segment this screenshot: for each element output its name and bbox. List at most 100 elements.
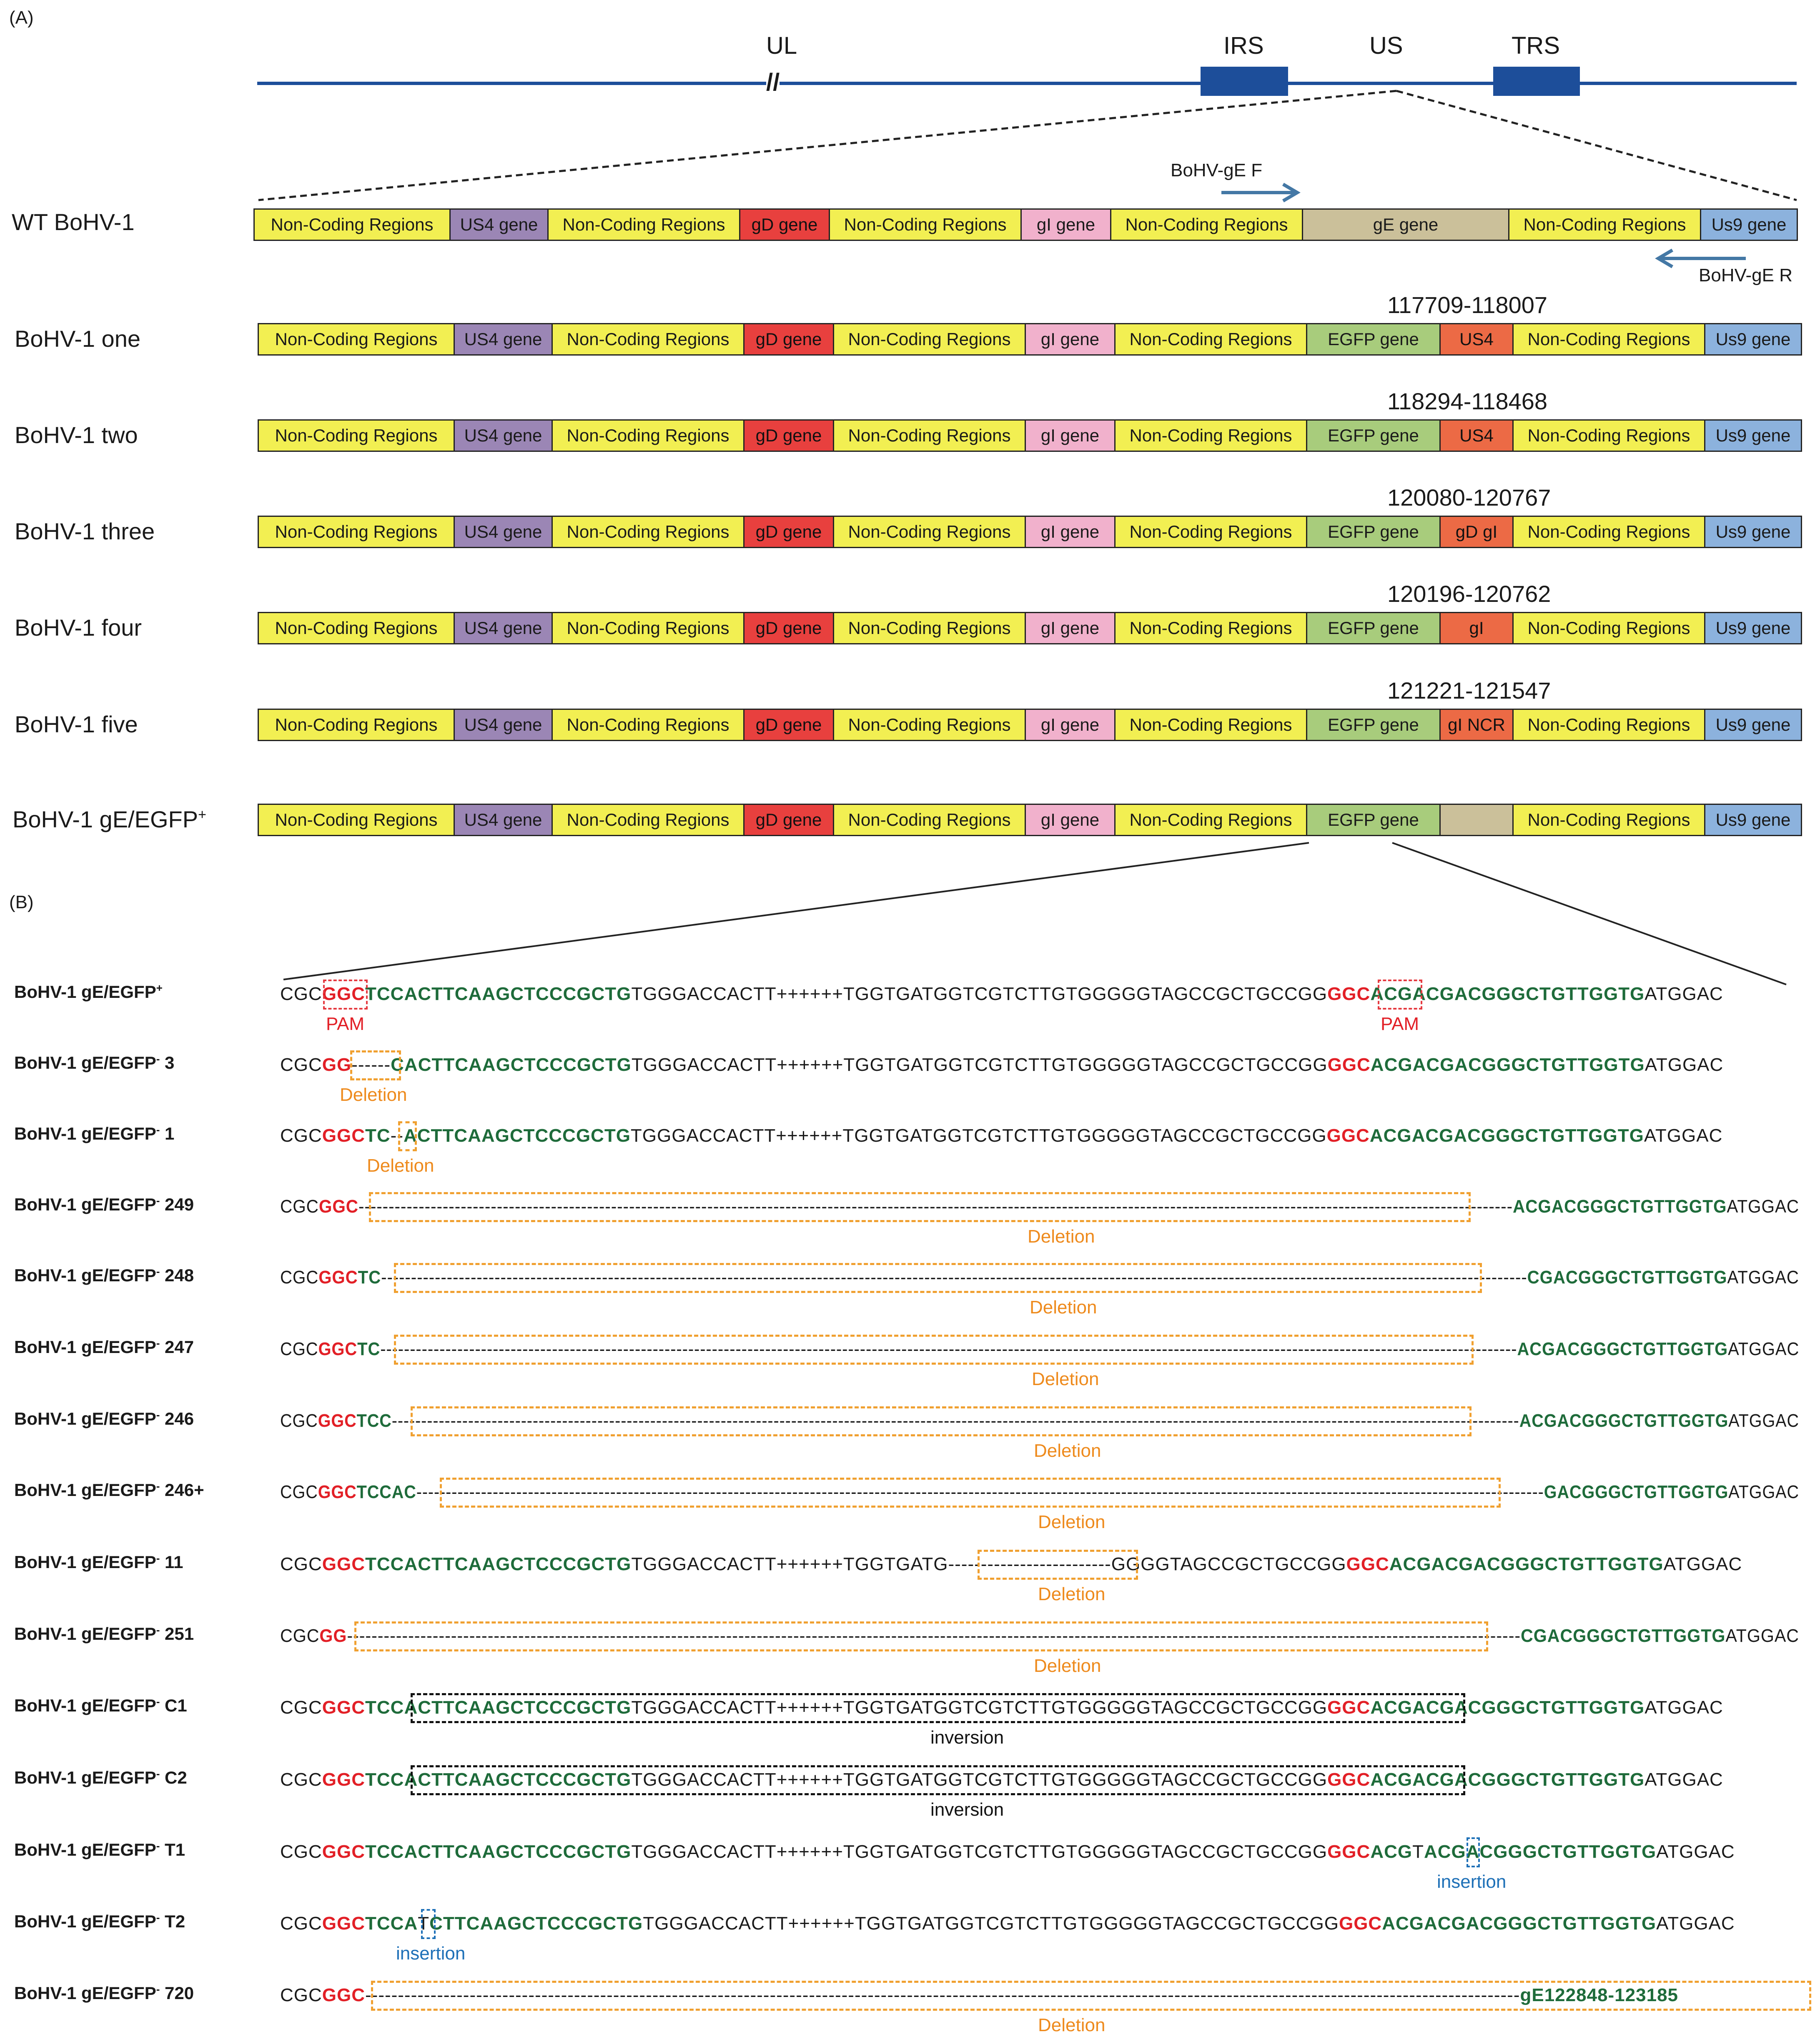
sequence-line: CGCGGCTCCATCTTCAAGCTCCCGCTGTGGGACCACTT++…: [280, 1913, 1735, 1934]
map-coordinates: 120080-120767: [1387, 484, 1551, 511]
pam-site: GGC: [1327, 1769, 1371, 1790]
gene-map-row: Non-Coding Regions US4 gene Non-Coding Reg…: [258, 419, 1802, 452]
pam-site: GGC: [1327, 984, 1371, 1004]
irs-label: IRS: [1223, 32, 1264, 59]
segment-egfp: EGFP gene: [1306, 612, 1439, 644]
sequence-label-id: 246+: [160, 1480, 204, 1500]
segment-gi: gI gene: [1025, 709, 1114, 741]
segment-ncr: Non-Coding Regions: [1512, 709, 1704, 741]
map-label: BoHV-1 gE/EGFP+: [13, 806, 206, 833]
sgrna-target: TCCA: [365, 1913, 418, 1934]
pam-site: GGC: [1326, 1125, 1370, 1146]
map-label: BoHV-1 three: [15, 518, 155, 545]
sequence-label-name: BoHV-1 gE/EGFP: [14, 1552, 156, 1572]
sequence-segment: CGC: [280, 1055, 322, 1075]
sequence-line: CGCGG------CACTTCAAGCTCCCGCTGTGGGACCACTT…: [280, 1055, 1723, 1075]
pam-site: GGC: [318, 1411, 357, 1431]
sequence-line: CGCGGCTC--ACTTCAAGCTCCCGCTGTGGGACCACTT++…: [280, 1125, 1722, 1146]
sgrna-target: ACGACGACGGGCTGTTGGTG: [1370, 984, 1645, 1004]
sequence-label-name: BoHV-1 gE/EGFP: [14, 1337, 156, 1357]
map-coordinates: 117709-118007: [1387, 292, 1548, 318]
segment-us9: Us9 gene: [1704, 709, 1802, 741]
sgrna-target: TCCACTTCAAGCTCCCGCTG: [365, 1697, 632, 1718]
sequence-label-name: BoHV-1 gE/EGFP: [14, 1983, 156, 2003]
segment-gd: gD gene: [743, 516, 833, 548]
sequence-segment: CGC: [280, 1267, 319, 1288]
sequence-segment: --: [390, 1125, 404, 1146]
sequence-label: BoHV-1 gE/EGFP- 249: [14, 1195, 194, 1215]
sgrna-target: TCCACTTCAAGCTCCCGCTG: [365, 1769, 632, 1790]
segment-frag: US4: [1439, 323, 1512, 356]
sequence-segment: ----------------------------------------…: [381, 1267, 1527, 1288]
sequence-label-sup: -: [156, 1052, 160, 1065]
inversion-box: [411, 1693, 1465, 1723]
sequence-segment: ----------------------------------------…: [380, 1339, 1517, 1359]
sequence-label: BoHV-1 gE/EGFP- 11: [14, 1552, 183, 1572]
gene-map-row: Non-Coding Regions US4 gene Non-Coding Reg…: [258, 323, 1802, 356]
primer-f-arrow: [1221, 183, 1301, 203]
segment-ncr: Non-Coding Regions: [1114, 419, 1306, 452]
sequence-segment: TGGGACCACTT++++++TGGTGATGGTCGTCTTGTGGGGG…: [643, 1913, 1339, 1934]
sequence-label-name: BoHV-1 gE/EGFP: [14, 1696, 156, 1715]
segment-ncr: Non-Coding Regions: [829, 208, 1020, 241]
map-label-text: BoHV-1 three: [15, 518, 155, 544]
irs-box: [1201, 67, 1288, 96]
trs-label: TRS: [1512, 32, 1560, 59]
deletion-label: Deletion: [1034, 1441, 1101, 1461]
sgrna-target: ACGACGACGGGCTGTTGGTG: [1370, 1697, 1645, 1718]
pam-site: GGC: [318, 1482, 357, 1502]
segment-us4: US4 gene: [449, 208, 547, 241]
sequence-segment: TGGGACCACTT++++++TGGTGATGGTCGTCTTGTGGGGG…: [631, 1055, 1328, 1075]
deletion-label: Deletion: [1032, 1369, 1099, 1389]
segment-ncr: Non-Coding Regions: [258, 612, 454, 644]
sequence-label-id: 1: [160, 1124, 175, 1143]
sequence-line: CGCGGCTCCACTTCAAGCTCCCGCTGTGGGACCACTT+++…: [280, 1842, 1735, 1862]
sequence-label: BoHV-1 gE/EGFP- 3: [14, 1053, 174, 1073]
sequence-segment: ATGGAC: [1645, 984, 1723, 1004]
sequence-label-name: BoHV-1 gE/EGFP: [14, 1480, 156, 1500]
sequence-segment: CGC: [280, 1985, 322, 2005]
sequence-line: CGCGGCTCCACTTCAAGCTCCCGCTGTGGGACCACTT+++…: [280, 984, 1723, 1005]
segment-ncr: Non-Coding Regions: [552, 804, 743, 836]
sgrna-target: TCCACTTCAAGCTCCCGCTG: [365, 984, 632, 1004]
sequence-segment: ATGGAC: [1656, 1842, 1735, 1862]
pam-box: [323, 980, 368, 1010]
pam-site: GGC: [1327, 1055, 1371, 1075]
segment-frag: gD gI: [1439, 516, 1512, 548]
segment-ncr: Non-Coding Regions: [1512, 323, 1704, 356]
deletion-box: [440, 1478, 1501, 1508]
deletion-box: [369, 1192, 1471, 1222]
segment-ncr: Non-Coding Regions: [1114, 804, 1306, 836]
sequence-label-id: T1: [160, 1840, 186, 1859]
sequence-label-name: BoHV-1 gE/EGFP: [14, 1124, 156, 1143]
sgrna-target: TCC: [356, 1411, 392, 1431]
pam-site: GGC: [322, 1125, 366, 1146]
panel-b-label: (B): [9, 892, 34, 912]
map-coordinates: 121221-121547: [1387, 677, 1551, 704]
sequence-segment: ATGGAC: [1728, 1339, 1800, 1359]
pam-site: GGC: [318, 1196, 358, 1217]
sgrna-target: ACTTCAAGCTCCCGCTG: [403, 1125, 631, 1146]
sequence-label-name: BoHV-1 gE/EGFP: [14, 1768, 156, 1787]
sequence-label: BoHV-1 gE/EGFP- 251: [14, 1624, 194, 1644]
map-label-text: BoHV-1 gE/EGFP: [13, 806, 198, 832]
sgrna-target: TCCACTTCAAGCTCCCGCTG: [365, 1842, 632, 1862]
pam-site: GGC: [322, 984, 366, 1004]
map-label-text: BoHV-1 four: [15, 614, 142, 641]
sequence-segment: ATGGAC: [1644, 1125, 1723, 1146]
segment-gi: gI gene: [1025, 804, 1114, 836]
segment-ncr: Non-Coding Regions: [833, 419, 1025, 452]
sequence-segment: CGC: [280, 1913, 322, 1934]
insertion-box: [1467, 1837, 1480, 1867]
sgrna-target: CACTTCAAGCTCCCGCTG: [391, 1055, 632, 1075]
sequence-segment: ATGGAC: [1725, 1626, 1799, 1646]
segment-frag: gI NCR: [1439, 709, 1512, 741]
sequence-label: BoHV-1 gE/EGFP+: [14, 982, 163, 1002]
segment-ncr: Non-Coding Regions: [1110, 208, 1302, 241]
map-label-text: BoHV-1 one: [15, 326, 140, 352]
sequence-segment: ATGGAC: [1728, 1482, 1799, 1502]
segment-frag: US4: [1439, 419, 1512, 452]
pam-site: GGC: [1327, 1697, 1371, 1718]
segment-gi: gI gene: [1020, 208, 1110, 241]
deletion-label: Deletion: [1038, 2015, 1106, 2035]
